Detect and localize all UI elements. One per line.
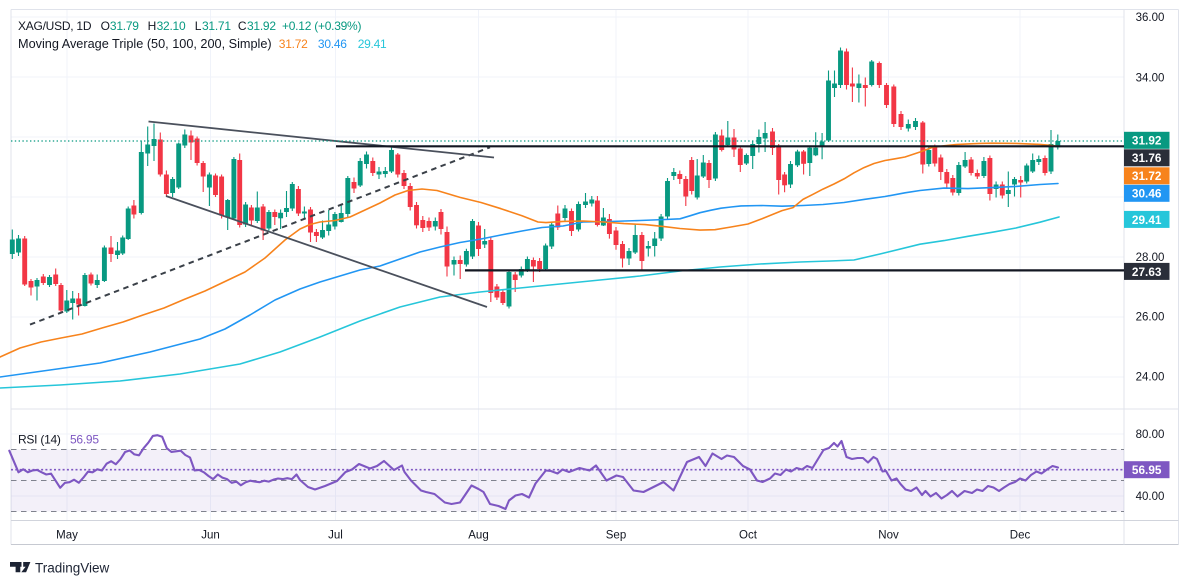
svg-text:+0.12 (+0.39%): +0.12 (+0.39%) <box>282 19 361 33</box>
svg-text:24.00: 24.00 <box>1136 372 1165 384</box>
svg-text:80.00: 80.00 <box>1136 429 1165 441</box>
svg-text:31.71: 31.71 <box>202 19 231 33</box>
svg-text:Aug: Aug <box>468 530 488 542</box>
svg-text:31.72: 31.72 <box>279 37 308 51</box>
svg-text:29.41: 29.41 <box>1132 213 1162 227</box>
svg-text:TradingView: TradingView <box>35 561 110 576</box>
svg-text:Jul: Jul <box>328 530 343 542</box>
svg-text:Sep: Sep <box>606 530 626 542</box>
svg-text:31.92: 31.92 <box>1132 134 1162 148</box>
svg-text:L: L <box>195 19 202 33</box>
svg-text:40.00: 40.00 <box>1136 491 1165 503</box>
svg-text:56.95: 56.95 <box>70 433 99 447</box>
svg-text:RSI (14): RSI (14) <box>18 433 61 447</box>
svg-text:31.92: 31.92 <box>247 19 276 33</box>
svg-text:Dec: Dec <box>1010 530 1031 542</box>
svg-text:O: O <box>101 19 110 33</box>
svg-text:34.00: 34.00 <box>1136 73 1165 85</box>
svg-text:Moving Average Triple (50, 100: Moving Average Triple (50, 100, 200, Sim… <box>18 37 272 51</box>
svg-text:32.10: 32.10 <box>157 19 186 33</box>
svg-text:31.79: 31.79 <box>110 19 139 33</box>
svg-text:Oct: Oct <box>739 530 758 542</box>
svg-text:31.76: 31.76 <box>1132 151 1162 165</box>
svg-text:Jun: Jun <box>201 530 220 542</box>
svg-text:36.00: 36.00 <box>1136 12 1165 24</box>
svg-text:H: H <box>148 19 156 33</box>
svg-text:29.41: 29.41 <box>358 37 387 51</box>
svg-text:27.63: 27.63 <box>1132 265 1162 279</box>
svg-text:28.00: 28.00 <box>1136 252 1165 264</box>
svg-text:31.72: 31.72 <box>1132 169 1162 183</box>
svg-text:Nov: Nov <box>878 530 899 542</box>
svg-text:XAG/USD, 1D: XAG/USD, 1D <box>18 19 92 33</box>
svg-text:30.46: 30.46 <box>318 37 347 51</box>
svg-text:26.00: 26.00 <box>1136 312 1165 324</box>
svg-text:C: C <box>238 19 247 33</box>
svg-text:56.95: 56.95 <box>1132 463 1162 477</box>
svg-text:30.46: 30.46 <box>1132 187 1162 201</box>
svg-text:May: May <box>56 530 78 542</box>
